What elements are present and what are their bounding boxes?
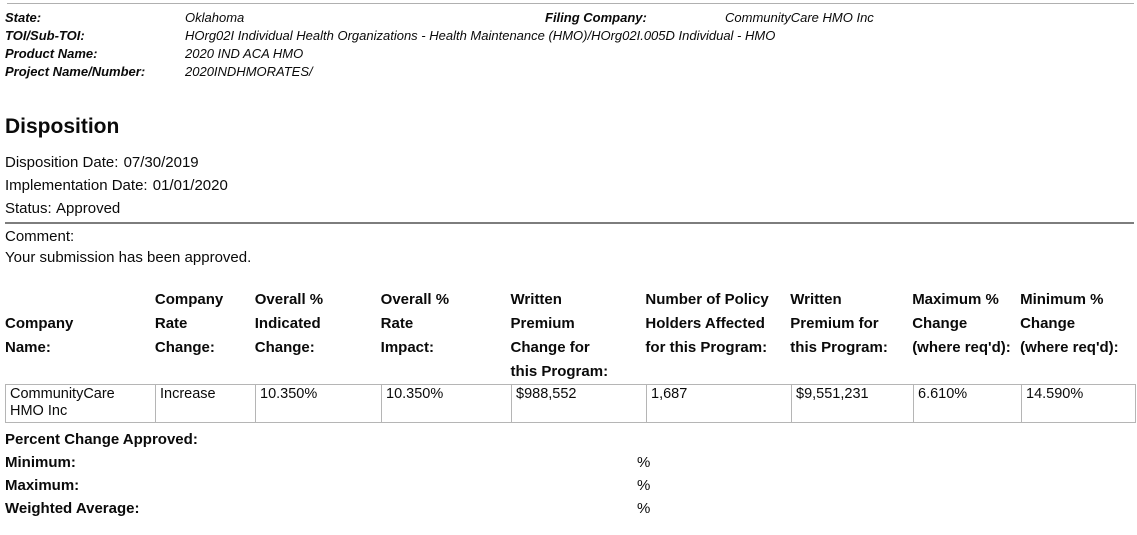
cell-rate-impact: 10.350%	[381, 384, 512, 423]
project-name-label: Project Name/Number:	[5, 64, 146, 79]
filing-company-value: CommunityCare HMO Inc	[725, 10, 874, 25]
col-header-minimum-change: Minimum % Change (where req'd):	[1020, 291, 1119, 356]
project-name-value: 2020INDHMORATES/	[185, 64, 313, 79]
product-name-label: Product Name:	[5, 46, 98, 61]
minimum-label: Minimum:	[5, 454, 76, 471]
state-label: State:	[5, 10, 42, 25]
cell-maximum-change: 6.610%	[913, 384, 1022, 423]
cell-rate-change: Increase	[155, 384, 256, 423]
percent-change-approved-title: Percent Change Approved:	[5, 431, 198, 448]
rate-table-header: Company Name: Company Rate Change: Overa…	[5, 288, 1134, 384]
disposition-document: State: Oklahoma Filing Company: Community…	[5, 3, 1136, 520]
status-value: Approved	[56, 200, 121, 217]
meta-row-state: State: Oklahoma Filing Company: Community…	[5, 9, 1134, 27]
implementation-date-value: 01/01/2020	[152, 177, 228, 194]
meta-row-project: Project Name/Number: 2020INDHMORATES/	[5, 63, 1134, 81]
top-divider	[7, 3, 1134, 4]
col-header-written-premium: Written Premium for this Program:	[790, 291, 888, 356]
minimum-percent-sign: %	[637, 454, 651, 471]
disposition-fields: Disposition Date: 07/30/2019 Implementat…	[5, 151, 1134, 220]
percent-change-approved-section: Percent Change Approved: Minimum: % Maxi…	[5, 428, 1134, 520]
section-divider	[5, 222, 1134, 224]
cell-written-premium: $9,551,231	[791, 384, 914, 423]
col-header-policy-holders-affected: Number of Policy Holders Affected for th…	[645, 291, 769, 356]
status-row: Status: Approved	[5, 197, 1134, 220]
col-header-maximum-change: Maximum % Change (where req'd):	[912, 291, 1011, 356]
filing-meta: State: Oklahoma Filing Company: Community…	[5, 9, 1134, 81]
weighted-average-label: Weighted Average:	[5, 500, 140, 517]
page-title: Disposition	[5, 115, 120, 138]
col-header-written-premium-change: Written Premium Change for this Program:	[510, 291, 609, 380]
col-header-company-name: Company Name:	[5, 315, 74, 356]
implementation-date-label: Implementation Date:	[5, 177, 148, 194]
status-label: Status:	[5, 200, 52, 217]
col-header-overall-rate-impact: Overall % Rate Impact:	[380, 291, 450, 356]
filing-company-label: Filing Company:	[545, 10, 647, 25]
table-row: CommunityCare HMO Inc Increase 10.350% 1…	[5, 384, 1136, 423]
toi-label: TOI/Sub-TOI:	[5, 28, 85, 43]
minimum-row: Minimum: %	[5, 451, 1134, 474]
maximum-label: Maximum:	[5, 477, 80, 494]
comment-section: Comment: Your submission has been approv…	[5, 226, 1134, 268]
cell-premium-change: $988,552	[511, 384, 647, 423]
cell-policy-holders: 1,687	[646, 384, 792, 423]
disposition-date-row: Disposition Date: 07/30/2019	[5, 151, 1134, 174]
cell-indicated-change: 10.350%	[255, 384, 382, 423]
weighted-average-percent-sign: %	[637, 500, 651, 517]
comment-label: Comment:	[5, 228, 75, 245]
meta-row-product: Product Name: 2020 IND ACA HMO	[5, 45, 1134, 63]
disposition-date-value: 07/30/2019	[123, 154, 199, 171]
col-header-company-rate-change: Company Rate Change:	[154, 291, 224, 356]
toi-value: HOrg02I Individual Health Organizations …	[185, 28, 776, 43]
disposition-date-label: Disposition Date:	[5, 154, 119, 171]
product-name-value: 2020 IND ACA HMO	[185, 46, 304, 61]
col-header-overall-indicated-change: Overall % Indicated Change:	[254, 291, 324, 356]
cell-minimum-change: 14.590%	[1021, 384, 1136, 423]
rate-table: CommunityCare HMO Inc Increase 10.350% 1…	[5, 384, 1136, 423]
state-value: Oklahoma	[185, 10, 245, 25]
meta-row-toi: TOI/Sub-TOI: HOrg02I Individual Health Or…	[5, 27, 1134, 45]
implementation-date-row: Implementation Date: 01/01/2020	[5, 174, 1134, 197]
maximum-row: Maximum: %	[5, 474, 1134, 497]
comment-text: Your submission has been approved.	[5, 249, 252, 266]
cell-company-name: CommunityCare HMO Inc	[5, 384, 156, 423]
maximum-percent-sign: %	[637, 477, 651, 494]
weighted-average-row: Weighted Average: %	[5, 497, 1134, 520]
